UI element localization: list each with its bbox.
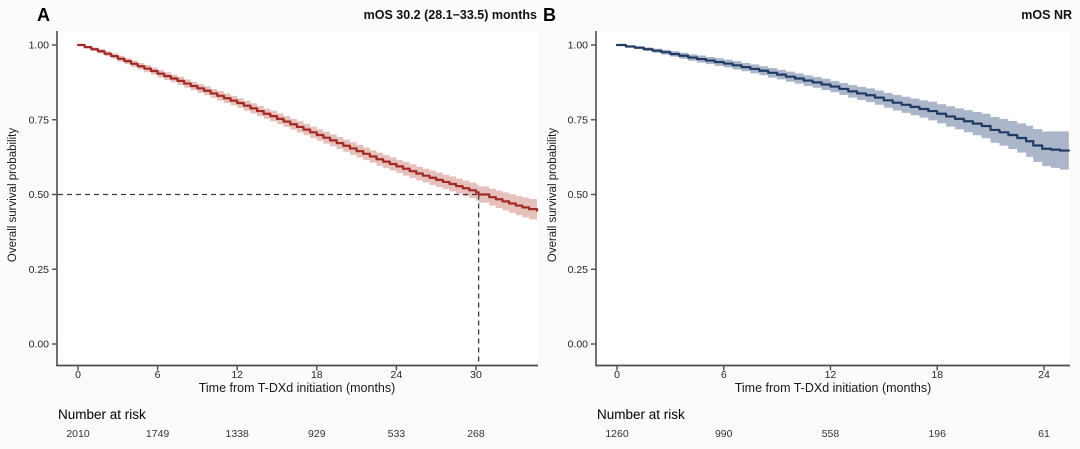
risk-count: 196	[928, 428, 946, 440]
y-tick-label: 0.75	[29, 114, 50, 126]
y-tick-label: 0.75	[568, 114, 589, 126]
panel-b-x-axis-label: Time from T-DXd initiation (months)	[734, 381, 932, 395]
y-tick-label: 1.00	[29, 40, 50, 52]
km-survival-line	[76, 43, 539, 212]
x-tick-label: 12	[231, 369, 243, 381]
y-tick-label: 0.25	[29, 264, 50, 276]
x-tick-label: 6	[155, 369, 161, 381]
risk-count: 1338	[226, 428, 250, 440]
risk-count: 61	[1038, 428, 1050, 440]
risk-count: 1260	[605, 428, 629, 440]
km-survival-line	[615, 43, 1070, 152]
x-tick-label: 30	[470, 369, 482, 381]
risk-count: 558	[822, 428, 840, 440]
y-tick-label: 0.00	[29, 339, 50, 351]
panel-a-number-at-risk-label: Number at risk	[58, 407, 146, 422]
y-tick-label: 0.25	[568, 264, 589, 276]
y-tick-label: 0.50	[29, 189, 50, 201]
x-tick-label: 18	[931, 369, 943, 381]
x-tick-label: 24	[1038, 369, 1050, 381]
confidence-band	[78, 45, 538, 222]
panel-a-x-axis-label: Time from T-DXd initiation (months)	[198, 381, 396, 395]
risk-count: 990	[715, 428, 733, 440]
y-tick-label: 0.50	[568, 189, 589, 201]
x-tick-label: 0	[75, 369, 81, 381]
risk-count: 533	[388, 428, 406, 440]
risk-count: 268	[467, 428, 485, 440]
x-tick-label: 0	[614, 369, 620, 381]
panel-a-title: mOS 30.2 (28.1−33.5) months	[363, 8, 537, 22]
x-tick-label: 18	[311, 369, 323, 381]
x-tick-label: 6	[721, 369, 727, 381]
panel-b-letter: B	[543, 5, 556, 25]
x-tick-label: 12	[825, 369, 837, 381]
risk-count: 929	[308, 428, 326, 440]
y-tick-label: 0.00	[568, 339, 589, 351]
risk-count: 2010	[66, 428, 90, 440]
panel-a-letter: A	[37, 5, 50, 25]
risk-count: 1749	[146, 428, 170, 440]
panel-b-y-axis-label: Overall survival probability	[547, 127, 559, 263]
y-tick-label: 1.00	[568, 40, 589, 52]
panel-a-y-axis-label: Overall survival probability	[7, 127, 19, 263]
panel-b-title: mOS NR	[1021, 8, 1072, 22]
panel-b-number-at-risk-label: Number at risk	[597, 407, 685, 422]
plot-panel	[57, 31, 538, 366]
x-tick-label: 24	[391, 369, 403, 381]
